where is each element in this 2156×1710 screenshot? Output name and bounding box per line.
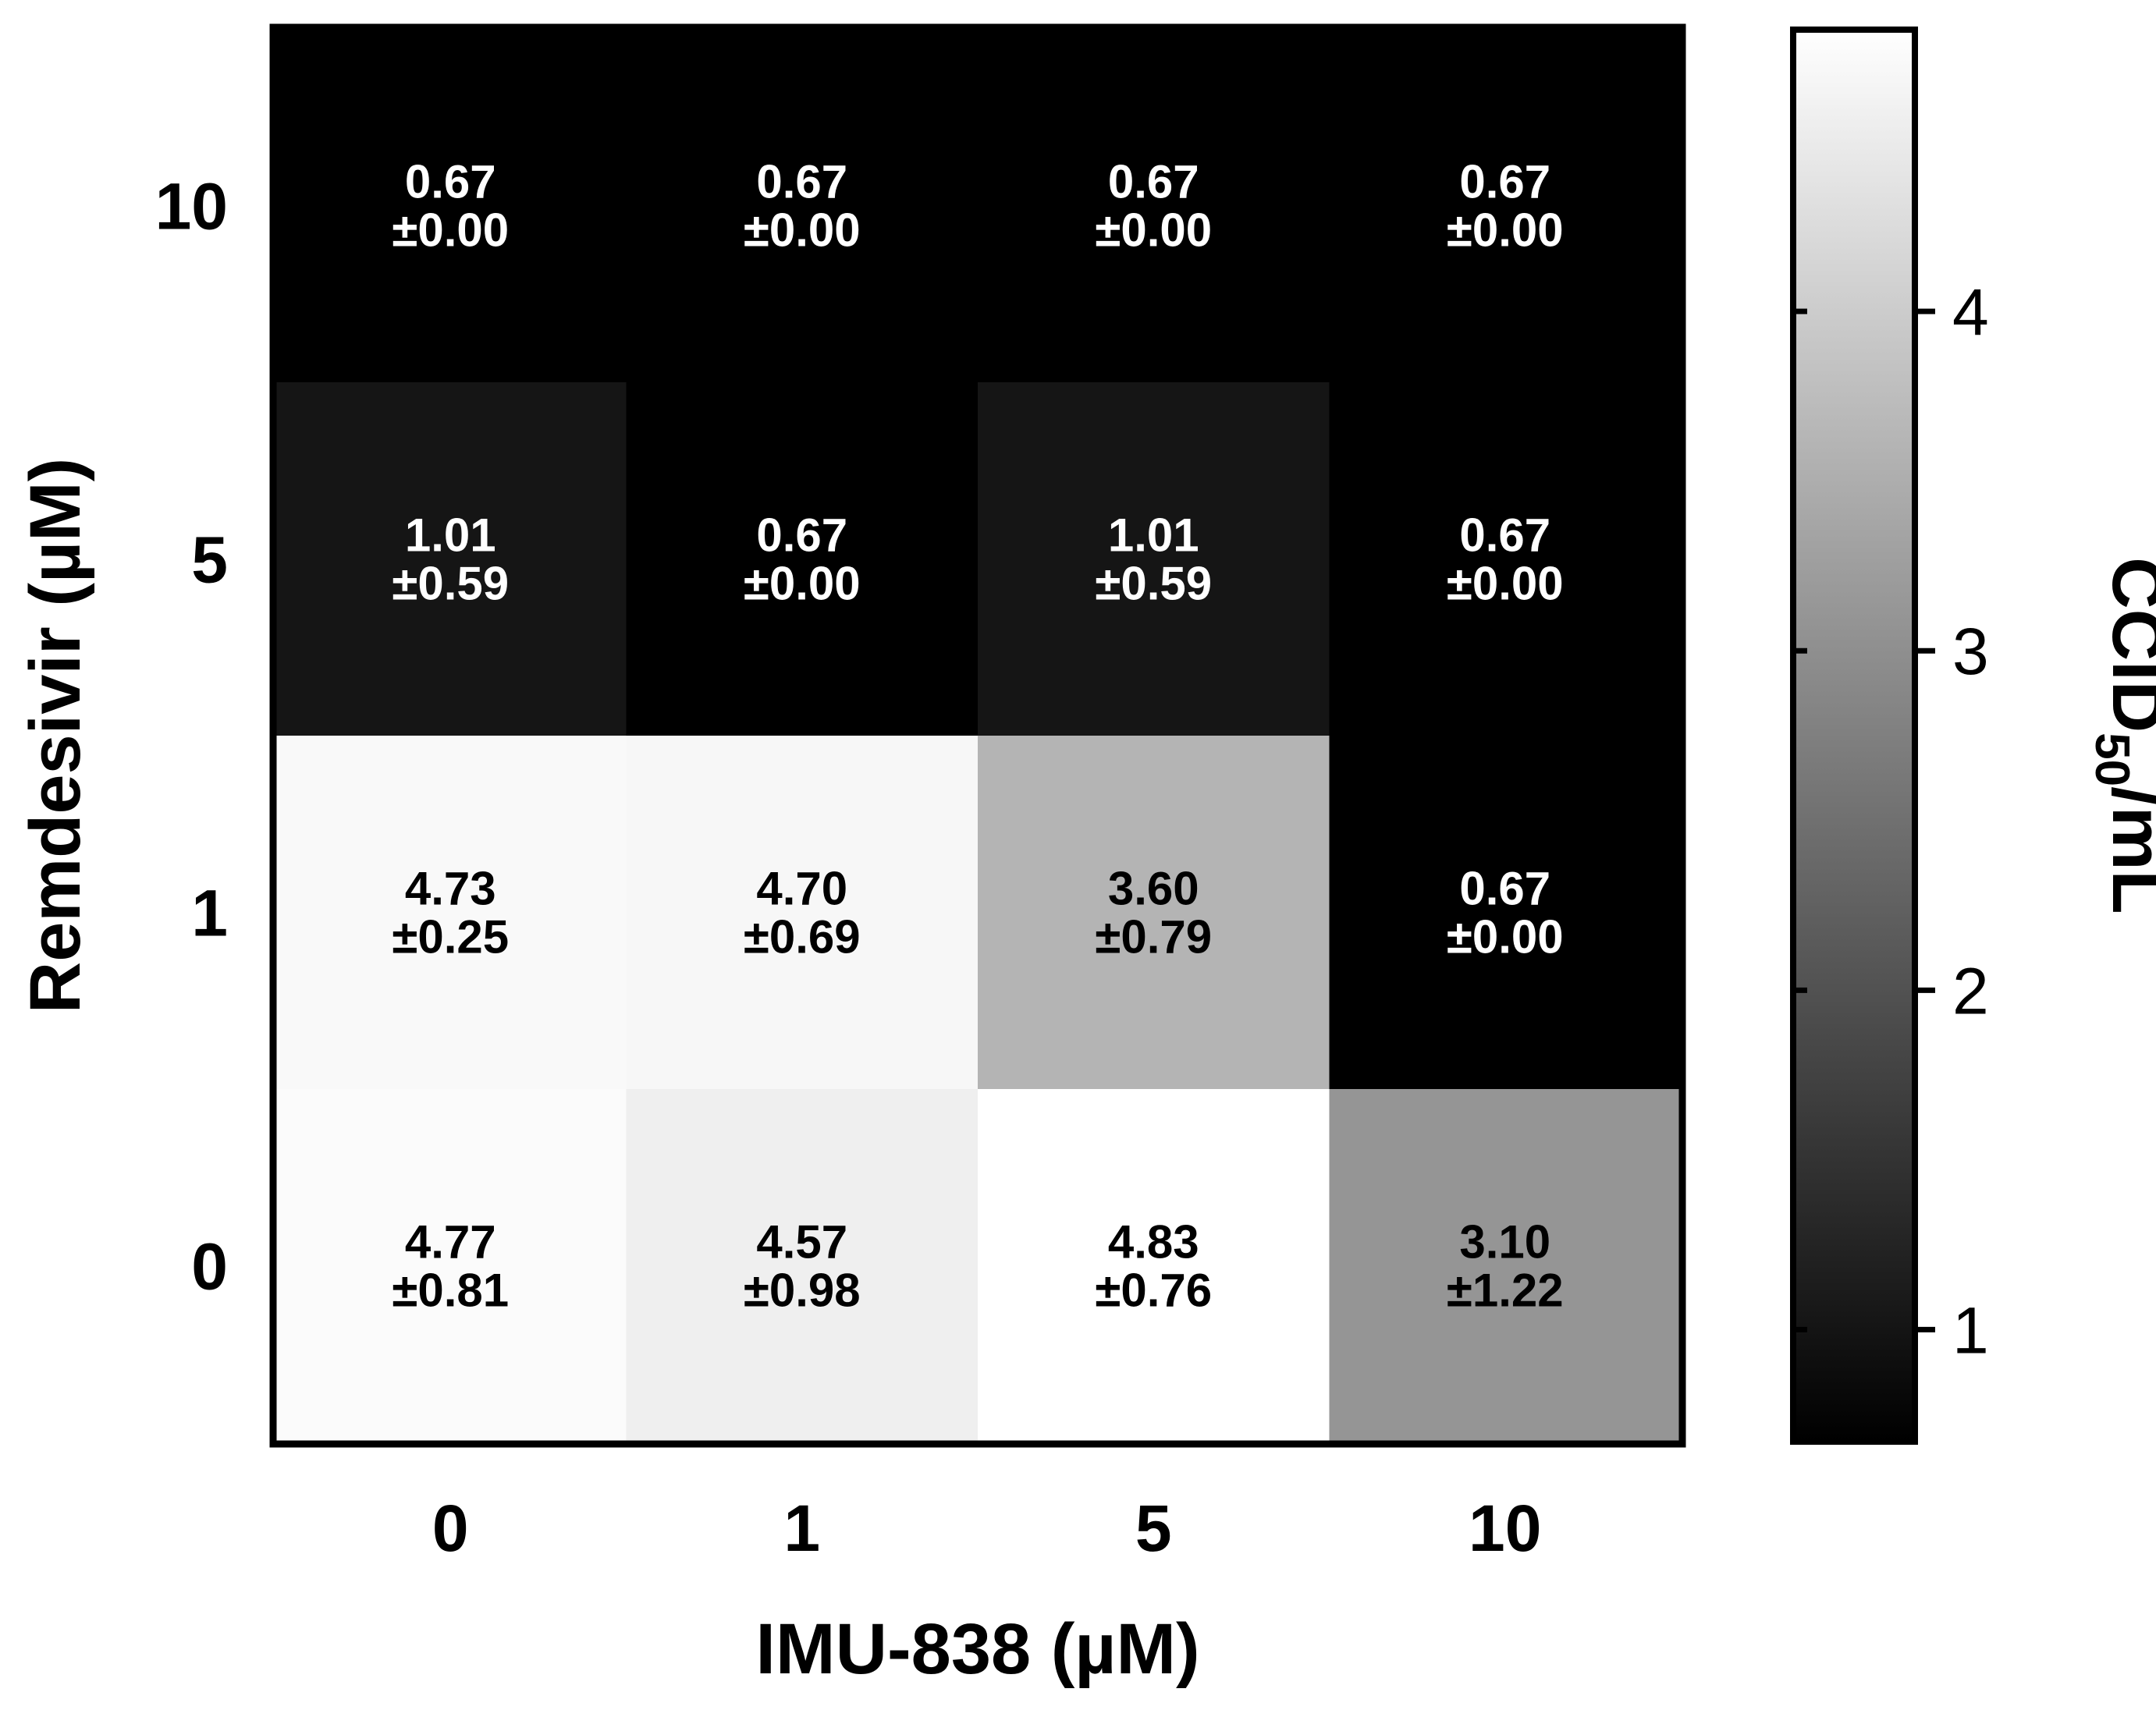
cell-sd-label: ±0.00 — [1447, 911, 1564, 963]
y-tick-label: 0 — [191, 1230, 228, 1304]
heatmap-cell-rect — [978, 29, 1330, 383]
heatmap-cell-rect — [978, 736, 1330, 1090]
cell-mean-label: 0.67 — [756, 509, 847, 562]
colorbar: 1 2 3 4 — [1790, 27, 1989, 1445]
cell-sd-label: ±0.25 — [392, 911, 509, 963]
colorbar-title-tail: /mL — [2097, 786, 2156, 914]
cell-mean-label: 4.57 — [756, 1216, 847, 1268]
heatmap-cell-rect — [1329, 29, 1682, 383]
x-tick-label: 1 — [783, 1492, 820, 1565]
heatmap-cell: 4.73±0.25 — [275, 736, 627, 1090]
cell-mean-label: 4.77 — [405, 1216, 496, 1268]
cell-mean-label: 4.83 — [1108, 1216, 1199, 1268]
heatmap-cell-rect — [275, 382, 627, 736]
heatmap-cell: 4.70±0.69 — [626, 736, 979, 1090]
colorbar-title-main: CCID — [2097, 557, 2156, 733]
heatmap-cell: 1.01±0.59 — [978, 382, 1330, 736]
cell-sd-label: ±1.22 — [1447, 1265, 1564, 1317]
heatmap-cell-rect — [626, 1089, 979, 1443]
cell-sd-label: ±0.81 — [392, 1265, 509, 1317]
heatmap-cell: 1.01±0.59 — [275, 382, 627, 736]
cell-sd-label: ±0.69 — [744, 911, 861, 963]
cell-sd-label: ±0.76 — [1095, 1265, 1212, 1317]
heatmap-cell-rect — [626, 382, 979, 736]
heatmap-cell-rect — [275, 736, 627, 1090]
cell-sd-label: ±0.00 — [1447, 558, 1564, 610]
cell-sd-label: ±0.00 — [744, 558, 861, 610]
heatmap-cell: 3.60±0.79 — [978, 736, 1330, 1090]
cell-mean-label: 0.67 — [756, 156, 847, 208]
colorbar-tick-label: 4 — [1952, 275, 1989, 349]
colorbar-title: CCID50/mL — [2085, 557, 2156, 914]
cell-sd-label: ±0.79 — [1095, 911, 1212, 963]
heatmap-cell: 0.67±0.00 — [1329, 736, 1682, 1090]
y-tick-label: 10 — [155, 170, 228, 243]
cell-sd-label: ±0.59 — [392, 558, 509, 610]
heatmap-cell-rect — [275, 29, 627, 383]
x-axis-title: IMU-838 (µM) — [755, 1609, 1199, 1689]
heatmap-cell: 0.67±0.00 — [1329, 29, 1682, 383]
cell-mean-label: 1.01 — [405, 509, 496, 562]
colorbar-title-subscript: 50 — [2085, 733, 2139, 786]
x-tick-label: 5 — [1135, 1492, 1172, 1565]
heatmap-cell-rect — [978, 382, 1330, 736]
colorbar-tick-label: 2 — [1952, 954, 1989, 1027]
x-tick-label: 0 — [432, 1492, 469, 1565]
cell-sd-label: ±0.00 — [1447, 204, 1564, 257]
colorbar-gradient — [1790, 27, 1918, 1445]
heatmap-cell-rect — [1329, 382, 1682, 736]
heatmap-cell: 0.67±0.00 — [626, 29, 979, 383]
heatmap-cell: 0.67±0.00 — [978, 29, 1330, 383]
heatmap-cell-rect — [978, 1089, 1330, 1443]
y-tick-label: 1 — [191, 877, 228, 950]
cell-mean-label: 3.10 — [1459, 1216, 1550, 1268]
colorbar-tick-label: 3 — [1952, 615, 1989, 688]
heatmap-cell-rect — [1329, 1089, 1682, 1443]
cell-sd-label: ±0.59 — [1095, 558, 1212, 610]
heatmap-cell: 4.77±0.81 — [275, 1089, 627, 1443]
x-tick-label: 10 — [1469, 1492, 1541, 1565]
heatmap-cells: 0.67±0.000.67±0.000.67±0.000.67±0.001.01… — [275, 29, 1682, 1443]
cell-sd-label: ±0.00 — [1095, 204, 1212, 257]
cell-mean-label: 4.70 — [756, 863, 847, 915]
y-tick-label: 5 — [191, 523, 228, 597]
plot-frame — [269, 23, 1686, 1448]
heatmap-cell-rect — [1329, 736, 1682, 1090]
cell-mean-label: 0.67 — [1459, 863, 1550, 915]
cell-mean-label: 4.73 — [405, 863, 496, 915]
heatmap-cell-rect — [626, 29, 979, 383]
cell-mean-label: 1.01 — [1108, 509, 1199, 562]
colorbar-tick-label: 1 — [1952, 1293, 1989, 1367]
cell-mean-label: 0.67 — [1459, 509, 1550, 562]
heatmap-cell: 4.57±0.98 — [626, 1089, 979, 1443]
cell-mean-label: 0.67 — [405, 156, 496, 208]
heatmap-cell: 0.67±0.00 — [626, 382, 979, 736]
cell-sd-label: ±0.00 — [744, 204, 861, 257]
cell-sd-label: ±0.98 — [744, 1265, 861, 1317]
cell-sd-label: ±0.00 — [392, 204, 509, 257]
heatmap-cell: 3.10±1.22 — [1329, 1089, 1682, 1443]
heatmap-cell: 0.67±0.00 — [275, 29, 627, 383]
cell-mean-label: 3.60 — [1108, 863, 1199, 915]
heatmap-cell: 4.83±0.76 — [978, 1089, 1330, 1443]
y-axis-title: Remdesivir (µM) — [16, 458, 95, 1014]
heatmap-cell-rect — [626, 736, 979, 1090]
cell-mean-label: 0.67 — [1459, 156, 1550, 208]
heatmap-cell-rect — [275, 1089, 627, 1443]
cell-mean-label: 0.67 — [1108, 156, 1199, 208]
heatmap-cell: 0.67±0.00 — [1329, 382, 1682, 736]
